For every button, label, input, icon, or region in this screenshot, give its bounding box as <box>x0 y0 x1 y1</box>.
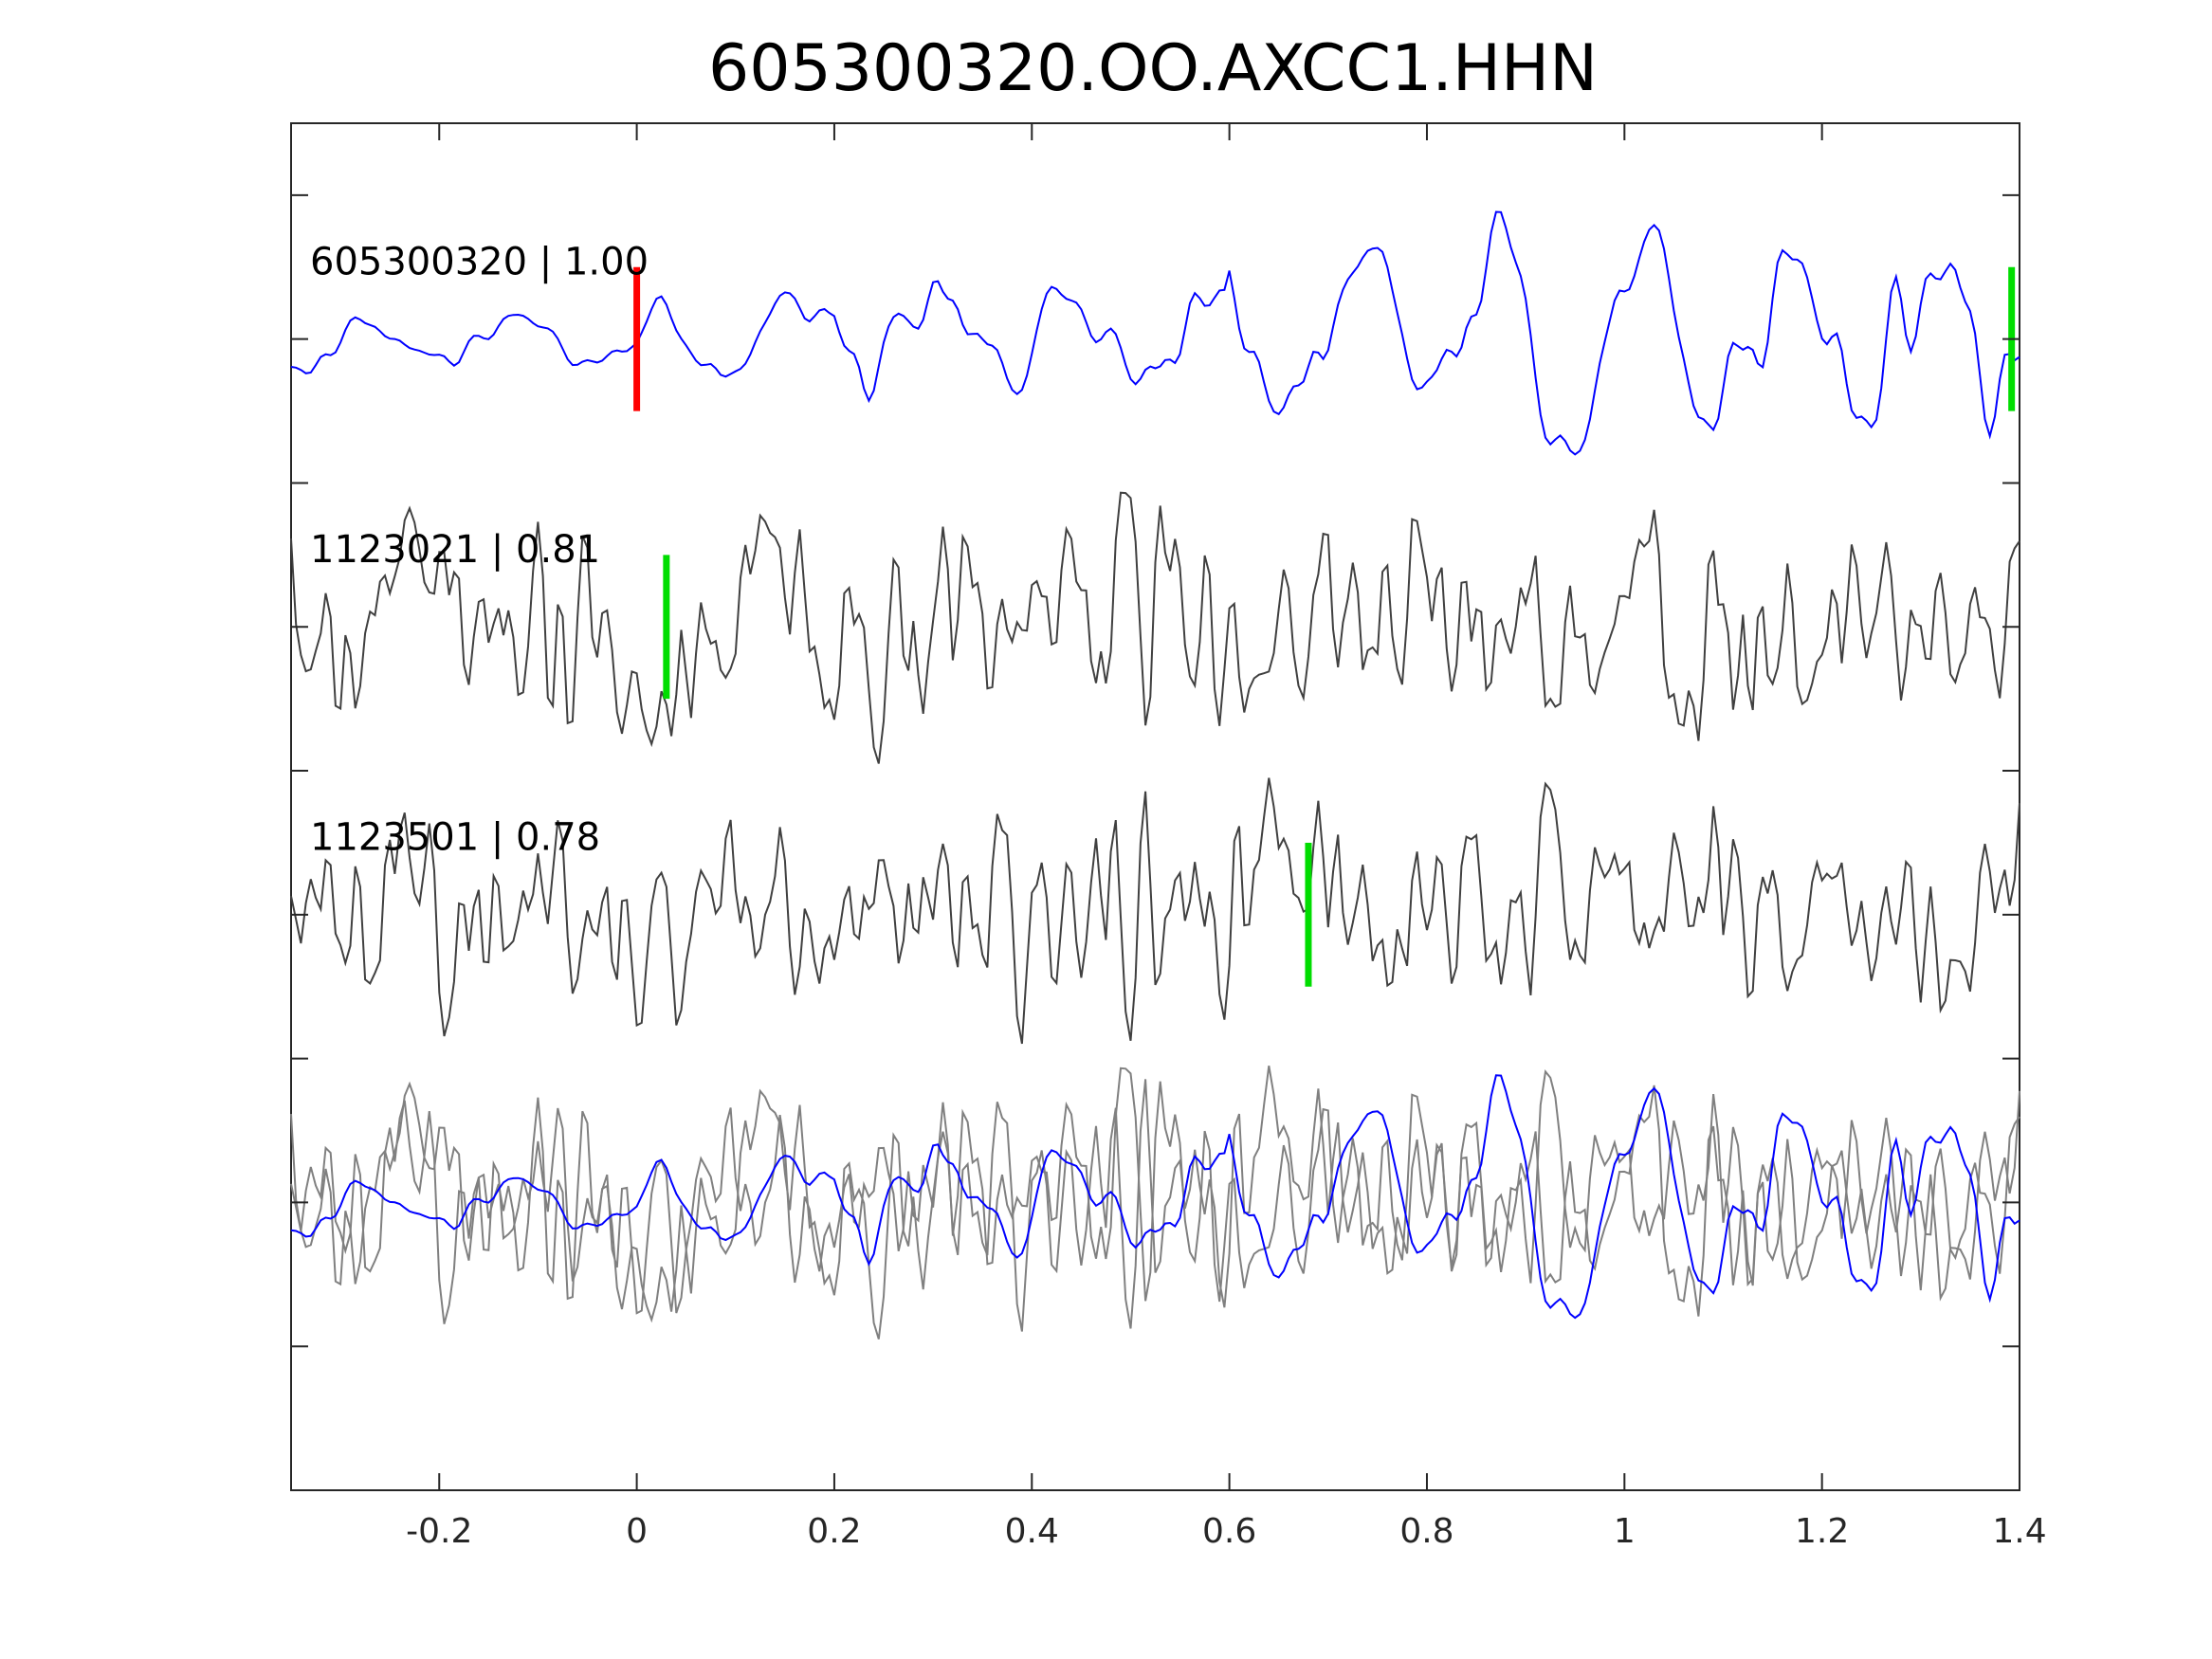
axes-frame <box>290 122 2020 1491</box>
stack-blue-trace <box>290 1074 2020 1320</box>
x-tick-label-5: 0.8 <box>1399 1512 1453 1551</box>
trace-label-2: 1123021 | 0.81 <box>310 528 600 572</box>
x-tick-label-1: 0 <box>626 1512 648 1551</box>
trace-labels-layer: 605300320 | 1.00 1123021 | 0.81 1123501 | … <box>310 240 649 859</box>
stack-gray-trace-1 <box>290 1066 2020 1340</box>
trace-label-3: 1123501 | 0.78 <box>310 816 600 860</box>
x-tick-label-6: 1 <box>1614 1512 1636 1551</box>
x-tick-label-4: 0.6 <box>1202 1512 1256 1551</box>
trace-line-3 <box>290 777 2020 1045</box>
x-tick-label-3: 0.4 <box>1005 1512 1059 1551</box>
x-tick-label-7: 1.2 <box>1795 1512 1849 1551</box>
x-tick-label-2: 0.2 <box>807 1512 861 1551</box>
x-tick-label-8: 1.4 <box>1992 1512 2046 1551</box>
traces-layer <box>290 210 2020 1340</box>
trace-line-1 <box>290 210 2020 456</box>
ticks-layer: -0.2 0 0.2 0.4 0.6 0.8 1 1.2 1.4 <box>291 123 2047 1551</box>
stack-gray-trace-2 <box>290 1066 2020 1332</box>
trace-line-2 <box>290 491 2020 764</box>
trace-label-1: 605300320 | 1.00 <box>310 240 649 283</box>
x-tick-label-0: -0.2 <box>406 1512 472 1551</box>
chart-title: 605300320.OO.AXCC1.HHN <box>708 31 1598 106</box>
plot-area <box>290 122 2020 1491</box>
